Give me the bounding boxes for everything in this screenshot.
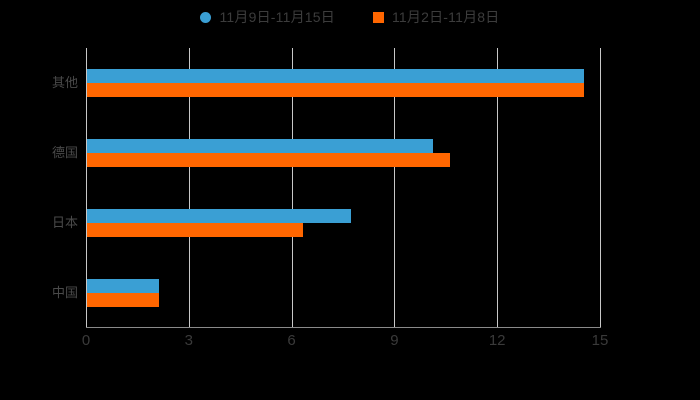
x-tick-label: 3 [184, 332, 193, 349]
x-tick-label: 0 [81, 332, 91, 349]
category-label: 日本 [51, 214, 78, 230]
bar-series-2[interactable] [87, 292, 159, 307]
bar-group [87, 208, 601, 237]
legend-entry-series-1[interactable]: 11月9日-11月15日 [200, 10, 335, 24]
bar-series-2[interactable] [87, 153, 451, 168]
bar-group [87, 69, 601, 98]
x-gridline [291, 48, 293, 327]
x-gridline [394, 48, 396, 327]
category-label: 中国 [51, 284, 78, 300]
x-gridline [497, 48, 499, 327]
bar-series-1[interactable] [87, 208, 351, 223]
category-label: 其他 [51, 75, 78, 91]
chart-legend: 11月9日-11月15日 11月2日-11月8日 [0, 4, 700, 30]
plot-area [86, 48, 601, 327]
bar-group [87, 139, 601, 168]
x-gridline [188, 48, 190, 327]
x-gridline [600, 48, 601, 327]
bar-series-2[interactable] [87, 83, 584, 98]
legend-label-series-1: 11月9日-11月15日 [219, 9, 335, 25]
x-gridline [86, 48, 87, 327]
bar-series-1[interactable] [87, 69, 584, 84]
category-label: 德国 [51, 145, 78, 161]
bar-series-2[interactable] [87, 222, 303, 237]
x-tick-label: 6 [287, 332, 296, 349]
x-tick-label: 15 [591, 332, 609, 349]
x-axis-line [86, 327, 601, 328]
legend-label-series-2: 11月2日-11月8日 [391, 9, 500, 25]
bar-series-1[interactable] [87, 139, 434, 154]
x-tick-label: 12 [488, 332, 506, 349]
legend-square-marker-icon [372, 11, 384, 23]
x-tick-label: 9 [390, 332, 399, 349]
bar-series-1[interactable] [87, 278, 159, 293]
bar-group [87, 278, 601, 307]
legend-entry-series-2[interactable]: 11月2日-11月8日 [372, 9, 500, 25]
legend-circle-marker-icon [200, 11, 212, 23]
